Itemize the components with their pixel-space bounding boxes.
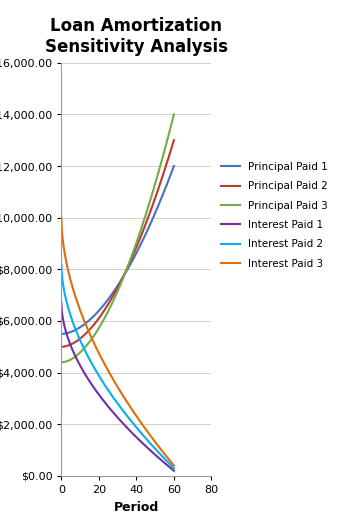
Principal Paid 3 xyxy=(154,177,158,183)
Interest Paid 1 xyxy=(126,426,130,432)
Principal Paid 1 xyxy=(126,266,130,272)
Line: Principal Paid 3: Principal Paid 3 xyxy=(61,115,174,362)
Principal Paid 1 xyxy=(126,265,130,271)
Principal Paid 2 xyxy=(161,170,165,177)
Interest Paid 3 xyxy=(128,404,132,410)
Principal Paid 1 xyxy=(161,190,165,197)
Interest Paid 1 xyxy=(60,307,64,313)
Principal Paid 3 xyxy=(59,359,63,366)
Principal Paid 1 xyxy=(172,163,176,169)
Principal Paid 2 xyxy=(172,137,176,143)
Interest Paid 3 xyxy=(154,440,158,447)
Principal Paid 3 xyxy=(126,263,130,269)
Principal Paid 1 xyxy=(59,331,63,337)
Principal Paid 1 xyxy=(154,208,158,214)
X-axis label: Period: Period xyxy=(114,501,159,514)
Principal Paid 3 xyxy=(128,257,132,263)
Interest Paid 3 xyxy=(60,225,64,232)
Principal Paid 2 xyxy=(59,344,63,350)
Line: Interest Paid 3: Interest Paid 3 xyxy=(61,218,174,465)
Interest Paid 3 xyxy=(161,449,165,456)
Principal Paid 1 xyxy=(60,331,64,337)
Legend: Principal Paid 1, Principal Paid 2, Principal Paid 3, Interest Paid 1, Interest : Principal Paid 1, Principal Paid 2, Prin… xyxy=(218,159,331,272)
Interest Paid 1 xyxy=(59,300,63,306)
Principal Paid 3 xyxy=(161,152,165,158)
Title: Loan Amortization
Sensitivity Analysis: Loan Amortization Sensitivity Analysis xyxy=(45,17,228,55)
Interest Paid 2 xyxy=(128,417,132,423)
Interest Paid 2 xyxy=(154,447,158,453)
Principal Paid 2 xyxy=(128,258,132,265)
Principal Paid 2 xyxy=(126,263,130,269)
Interest Paid 1 xyxy=(172,468,176,474)
Interest Paid 2 xyxy=(126,414,130,420)
Interest Paid 1 xyxy=(128,428,132,434)
Interest Paid 2 xyxy=(161,454,165,461)
Principal Paid 2 xyxy=(60,344,64,350)
Line: Principal Paid 2: Principal Paid 2 xyxy=(61,140,174,347)
Interest Paid 2 xyxy=(60,270,64,276)
Interest Paid 2 xyxy=(126,414,130,420)
Interest Paid 3 xyxy=(172,462,176,469)
Interest Paid 3 xyxy=(126,401,130,407)
Interest Paid 1 xyxy=(161,459,165,465)
Principal Paid 3 xyxy=(60,359,64,366)
Principal Paid 3 xyxy=(126,262,130,268)
Principal Paid 2 xyxy=(154,192,158,198)
Interest Paid 3 xyxy=(59,214,63,221)
Interest Paid 3 xyxy=(126,401,130,407)
Principal Paid 1 xyxy=(128,262,132,268)
Interest Paid 2 xyxy=(59,261,63,267)
Principal Paid 2 xyxy=(126,263,130,269)
Line: Interest Paid 1: Interest Paid 1 xyxy=(61,303,174,471)
Interest Paid 1 xyxy=(154,452,158,459)
Line: Principal Paid 1: Principal Paid 1 xyxy=(61,166,174,334)
Interest Paid 1 xyxy=(126,426,130,432)
Interest Paid 2 xyxy=(172,465,176,471)
Principal Paid 3 xyxy=(172,111,176,118)
Line: Interest Paid 2: Interest Paid 2 xyxy=(61,264,174,468)
